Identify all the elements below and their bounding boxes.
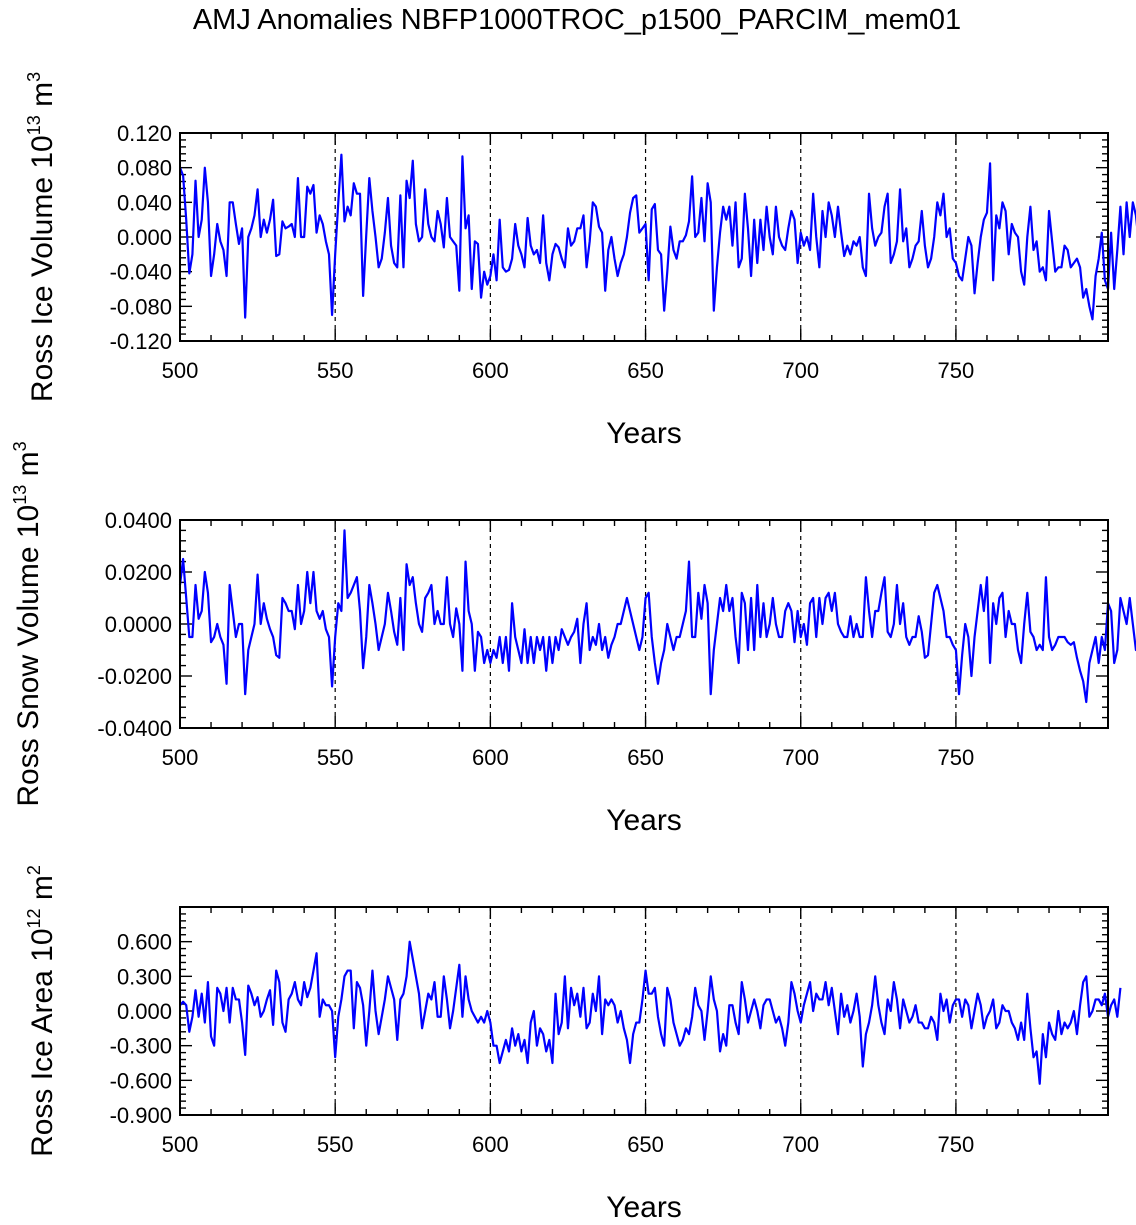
plot-frame [179, 906, 1109, 1116]
x-tick-label: 650 [627, 358, 664, 383]
panel-ross-ice-area: 500 550 600 650 700 750 -0.900 -0.600 -0.300 0.00… [24, 865, 1122, 1224]
panel-ross-ice-volume: 500 550 600 650 700 750 -0.120 -0.080 -0.040 0.00… [24, 72, 1136, 450]
series-line [179, 940, 1122, 1085]
x-tick-label: 750 [938, 358, 975, 383]
x-tick-label: 550 [317, 358, 354, 383]
y-tick-label: -0.0400 [97, 716, 172, 741]
x-tick-label: 650 [627, 745, 664, 770]
x-tick-label: 750 [938, 745, 975, 770]
x-tick-label: 650 [627, 1132, 664, 1157]
y-tick-label: 0.0000 [105, 612, 172, 637]
y-tick-label: 0.040 [117, 190, 172, 215]
series-line [178, 529, 1136, 704]
x-axis-label: Years [606, 1191, 682, 1224]
y-axis-label: Ross Ice Volume 1013 m3 [24, 72, 59, 402]
series-line [178, 153, 1136, 321]
x-tick-label: 750 [938, 1132, 975, 1157]
panel-ross-snow-volume: 500 550 600 650 700 750 -0.0400 -0.0200 0.0000 0.… [10, 441, 1136, 837]
y-tick-label: -0.0200 [97, 664, 172, 689]
plot-frame [179, 132, 1109, 342]
x-tick-label: 500 [162, 745, 199, 770]
x-tick-label: 700 [782, 745, 819, 770]
x-tick-label: 600 [472, 358, 509, 383]
y-axis-label: Ross Ice Area 1012 m2 [24, 865, 59, 1157]
y-tick-label: 0.080 [117, 156, 172, 181]
y-axis-label: Ross Snow Volume 1013 m3 [10, 441, 45, 806]
y-tick-label: -0.040 [110, 260, 172, 285]
y-tick-label: 0.0200 [105, 560, 172, 585]
plot-frame [179, 519, 1109, 729]
y-tick-label: 0.600 [117, 930, 172, 955]
y-tick-label: -0.300 [110, 1034, 172, 1059]
x-axis-label: Years [606, 417, 682, 450]
x-tick-label: 500 [162, 1132, 199, 1157]
y-tick-label: 0.000 [117, 225, 172, 250]
y-tick-label: -0.600 [110, 1068, 172, 1093]
x-axis-label: Years [606, 804, 682, 837]
y-tick-label: 0.120 [117, 121, 172, 146]
y-tick-label: -0.120 [110, 329, 172, 354]
y-tick-label: 0.000 [117, 999, 172, 1024]
y-tick-label: -0.080 [110, 294, 172, 319]
x-tick-label: 550 [317, 745, 354, 770]
y-tick-label: -0.900 [110, 1103, 172, 1128]
figure-title: AMJ Anomalies NBFP1000TROC_p1500_PARCIM_… [193, 4, 961, 36]
x-tick-label: 700 [782, 358, 819, 383]
y-tick-label: 0.0400 [105, 508, 172, 533]
x-tick-label: 600 [472, 745, 509, 770]
y-tick-label: 0.300 [117, 964, 172, 989]
x-tick-label: 550 [317, 1132, 354, 1157]
x-tick-label: 600 [472, 1132, 509, 1157]
x-tick-label: 500 [162, 358, 199, 383]
x-tick-label: 700 [782, 1132, 819, 1157]
